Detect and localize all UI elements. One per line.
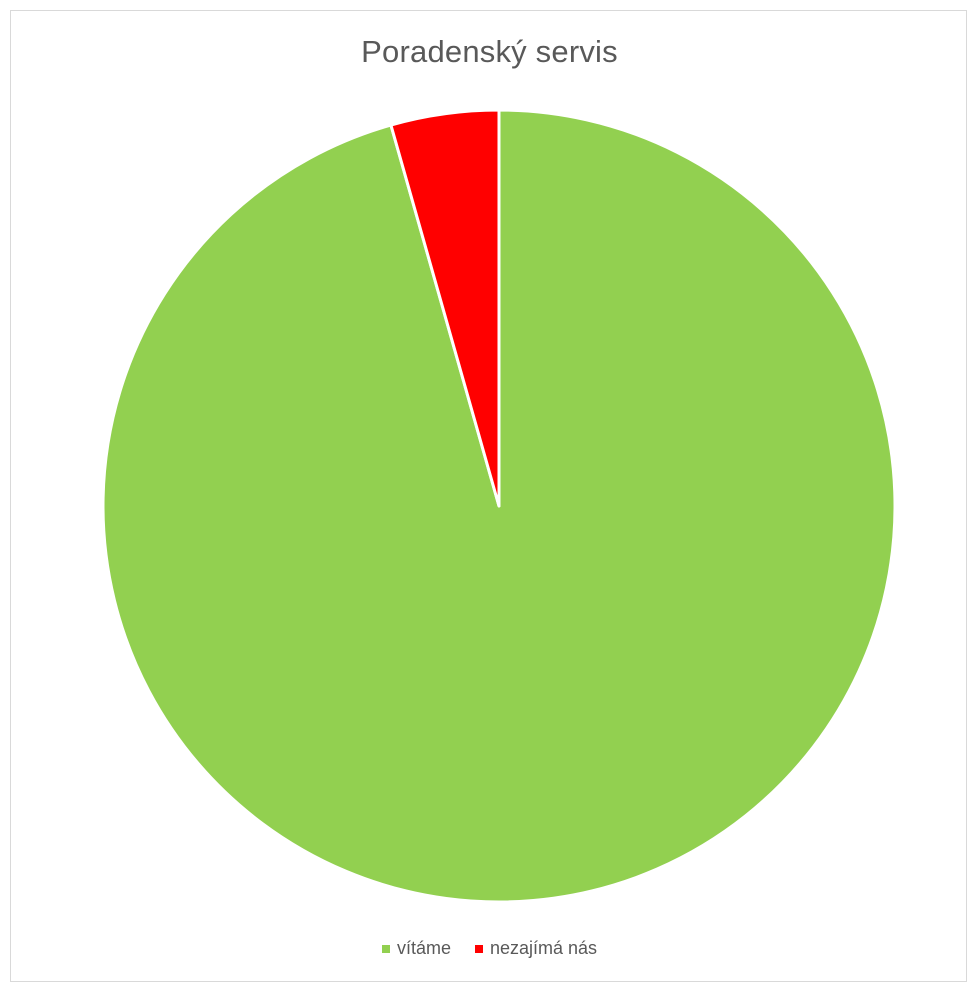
legend: vítáme nezajímá nás	[0, 938, 979, 959]
legend-swatch-vitame	[381, 944, 390, 953]
legend-label-nezajima-nas: nezajímá nás	[489, 938, 598, 958]
chart-title: Poradenský servis	[361, 34, 618, 69]
legend-item-nezajima-nas: nezajímá nás	[474, 938, 598, 959]
legend-item-vitame: vítáme	[381, 938, 451, 959]
legend-swatch-nezajima-nas	[474, 944, 483, 953]
legend-label-vitame: vítáme	[396, 938, 451, 958]
pie-slice-nezajima-nas	[389, 108, 501, 508]
